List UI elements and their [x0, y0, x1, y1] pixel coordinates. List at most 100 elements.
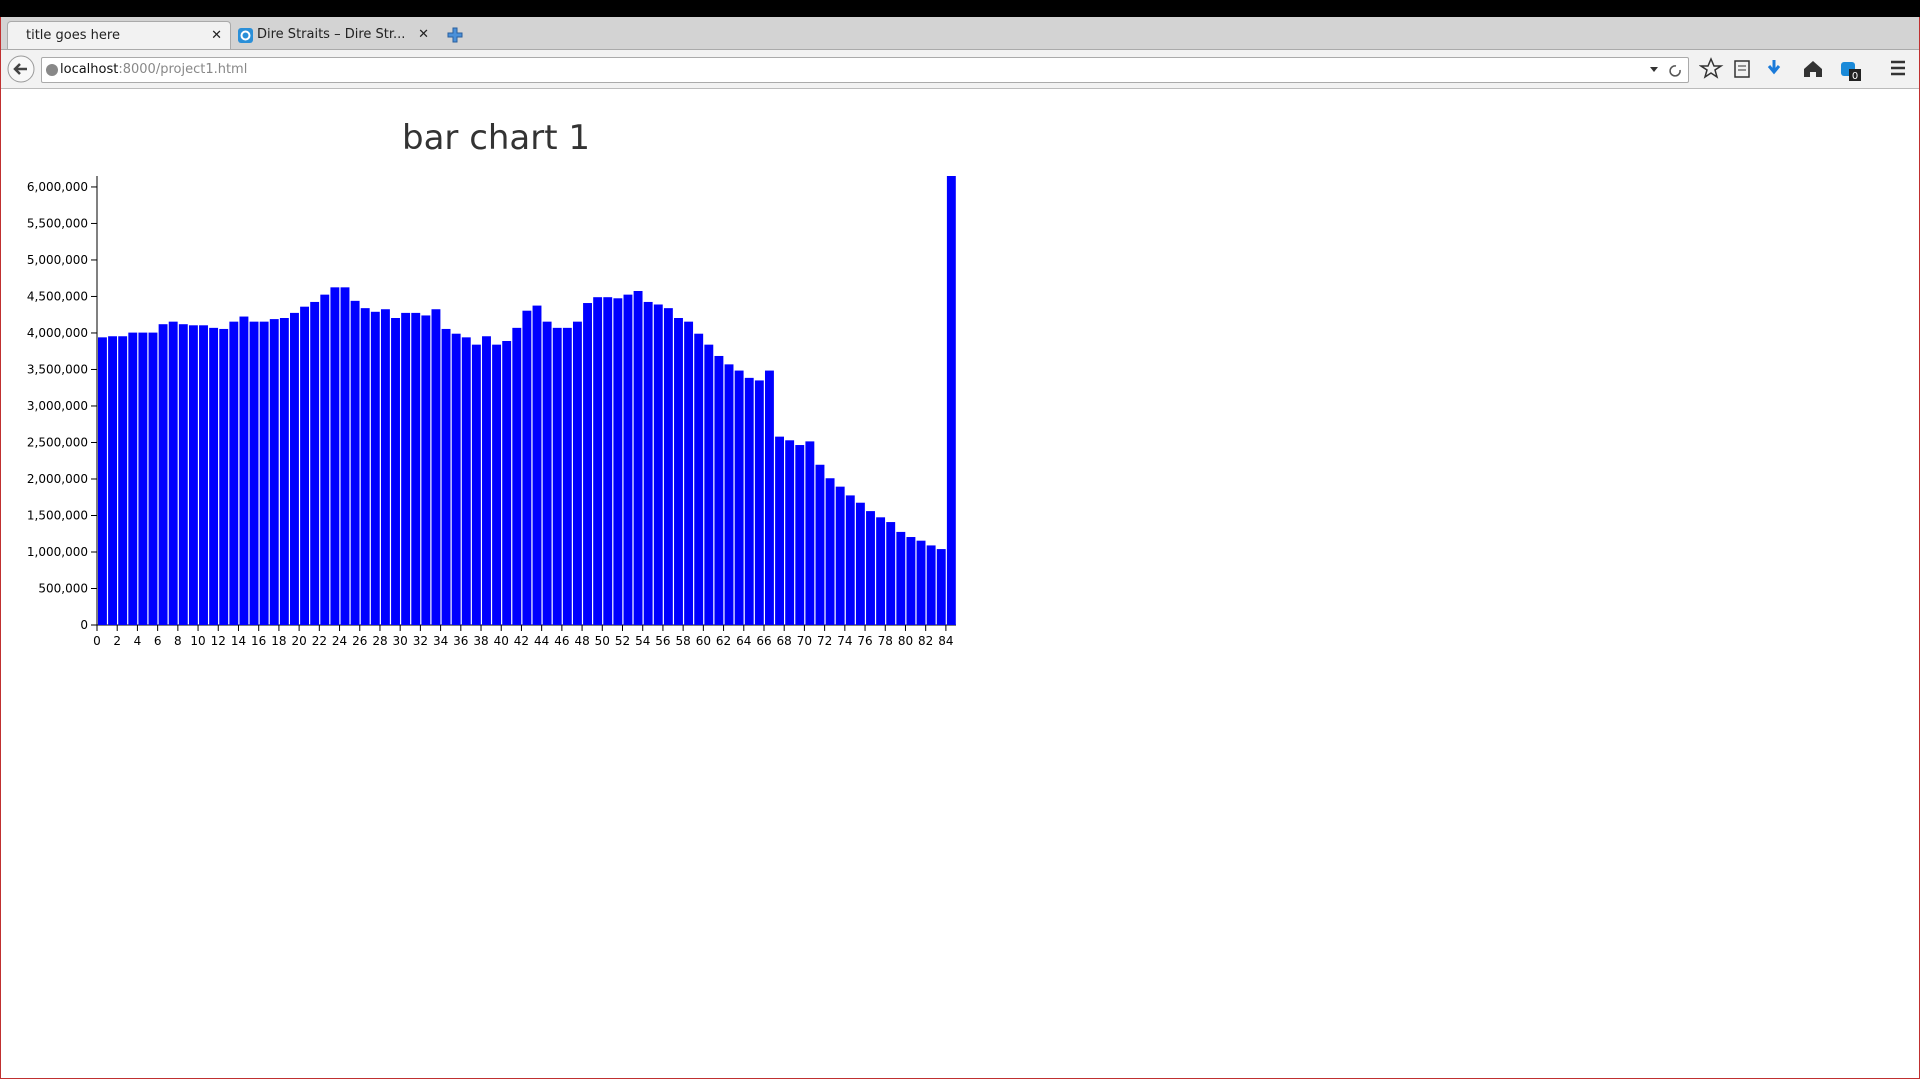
tab-bar: title goes here ✕ Dire Straits – Dire Str…	[1, 17, 1919, 50]
bar	[330, 287, 340, 625]
y-tick-label: 2,000,000	[27, 472, 88, 486]
bar	[795, 445, 805, 625]
bar	[835, 486, 845, 625]
bar	[734, 370, 744, 625]
bar	[704, 344, 714, 625]
x-tick-label: 64	[736, 634, 751, 648]
y-tick-label: 4,000,000	[27, 326, 88, 340]
bar	[320, 294, 330, 625]
bar	[219, 328, 229, 625]
bar	[108, 336, 118, 625]
x-tick-label: 42	[514, 634, 529, 648]
bar	[98, 337, 107, 625]
bar	[623, 294, 633, 625]
x-tick-label: 54	[635, 634, 650, 648]
x-tick-label: 70	[797, 634, 812, 648]
bar	[906, 537, 916, 625]
bar	[936, 549, 946, 625]
y-tick-label: 5,000,000	[27, 253, 88, 267]
x-tick-label: 26	[352, 634, 367, 648]
x-tick-label: 16	[251, 634, 266, 648]
y-tick-label: 3,500,000	[27, 362, 88, 376]
close-tab[interactable]: ✕	[418, 27, 429, 42]
bar	[421, 315, 431, 625]
y-tick-label: 5,500,000	[27, 216, 88, 230]
close-tab[interactable]: ✕	[211, 28, 222, 43]
x-tick-label: 40	[494, 634, 509, 648]
bar	[522, 310, 532, 625]
bar	[471, 344, 481, 625]
bar	[694, 333, 704, 625]
x-tick-label: 58	[676, 634, 691, 648]
bar	[714, 355, 724, 625]
x-tick-label: 50	[595, 634, 610, 648]
bar	[411, 312, 421, 625]
bar	[209, 327, 219, 625]
x-tick-label: 44	[534, 634, 549, 648]
url-host: localhost	[60, 62, 119, 77]
bar	[401, 312, 411, 625]
x-tick-label: 24	[332, 634, 347, 648]
x-tick-label: 28	[372, 634, 387, 648]
x-tick-label: 32	[413, 634, 428, 648]
url-path: :8000/project1.html	[118, 62, 248, 77]
tab[interactable]: title goes here ✕	[7, 21, 231, 49]
x-tick-label: 6	[154, 634, 162, 648]
bar	[775, 436, 784, 625]
bar	[300, 306, 310, 625]
x-tick-label: 66	[756, 634, 771, 648]
x-tick-label: 0	[93, 634, 101, 648]
bar	[138, 332, 148, 625]
bar	[239, 316, 249, 625]
bar	[360, 308, 370, 625]
nav-bar: localhost:8000/project1.html 0	[1, 50, 1919, 89]
bar	[663, 308, 673, 625]
bar	[674, 318, 683, 625]
x-tick-label: 60	[696, 634, 711, 648]
y-tick-label: 3,000,000	[27, 399, 88, 413]
url-bar[interactable]: localhost:8000/project1.html	[41, 57, 1689, 83]
x-tick-label: 78	[878, 634, 893, 648]
back-button[interactable]	[7, 55, 35, 83]
x-tick-label: 12	[211, 634, 226, 648]
chart: bar chart 1 0 500,000 1,000,000 1,500,000 2,…	[27, 118, 956, 648]
bar	[512, 327, 522, 625]
bar	[492, 344, 502, 625]
x-tick-label: 4	[134, 634, 142, 648]
bar	[441, 328, 451, 625]
y-tick-label: 6,000,000	[27, 180, 88, 194]
toolbar-icons[interactable]: 0	[1699, 57, 1909, 81]
new-tab[interactable]	[447, 27, 463, 43]
bar	[825, 478, 835, 625]
tab[interactable]: Dire Straits – Dire Str... ✕	[233, 21, 437, 49]
bar	[633, 290, 643, 625]
bar	[350, 300, 360, 625]
bar	[380, 309, 390, 625]
bar	[199, 325, 208, 625]
x-tick-label: 72	[817, 634, 832, 648]
x-tick-label: 74	[837, 634, 852, 648]
bar	[754, 380, 764, 625]
bar	[178, 324, 188, 625]
bar	[946, 176, 956, 625]
x-tick-label: 18	[271, 634, 286, 648]
x-tick-label: 22	[312, 634, 327, 648]
bar	[744, 377, 754, 625]
bar	[502, 340, 512, 625]
x-tick-label: 56	[655, 634, 670, 648]
bar	[572, 321, 582, 625]
x-tick-label: 48	[574, 634, 589, 648]
bar	[340, 287, 350, 625]
bar	[613, 298, 623, 625]
bar	[431, 309, 441, 625]
bar	[805, 441, 815, 625]
bar	[542, 321, 552, 625]
bar	[269, 319, 279, 625]
tab-title: Dire Straits – Dire Str...	[257, 27, 406, 42]
y-tick-label: 500,000	[38, 581, 88, 595]
url-controls[interactable]	[1648, 63, 1682, 77]
bar	[532, 305, 542, 625]
x-tick-label: 82	[918, 634, 933, 648]
bar	[653, 304, 663, 625]
